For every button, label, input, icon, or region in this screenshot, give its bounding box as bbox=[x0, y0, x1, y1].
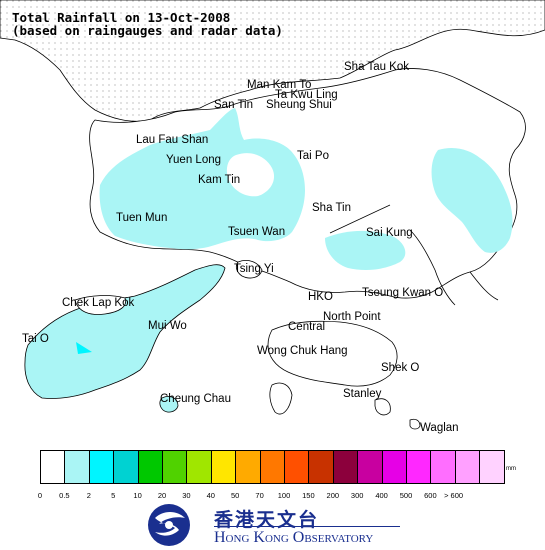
label-wong-chuk-hang: Wong Chuk Hang bbox=[257, 345, 348, 357]
legend-swatch bbox=[406, 450, 432, 484]
label-yuen-long: Yuen Long bbox=[166, 154, 222, 166]
legend-swatch bbox=[308, 450, 334, 484]
legend-tick-label: 40 bbox=[206, 491, 215, 500]
label-mui-wo: Mui Wo bbox=[148, 320, 187, 332]
legend-swatch bbox=[186, 450, 212, 484]
hko-logo-icon bbox=[148, 504, 190, 546]
legend-tick-label: 30 bbox=[182, 491, 191, 500]
label-ta-kwu-ling: Ta Kwu Ling bbox=[275, 89, 338, 101]
label-kam-tin: Kam Tin bbox=[198, 174, 241, 186]
rain-free-kam-tin bbox=[226, 153, 275, 197]
logo-chinese-name: 香港天文台 bbox=[214, 509, 320, 531]
label-shek-o: Shek O bbox=[381, 362, 420, 374]
legend-tick-label: 400 bbox=[375, 491, 388, 500]
legend-swatch bbox=[210, 450, 237, 484]
logo-english-name: Hong Kong Observatory bbox=[214, 529, 374, 546]
label-tseung-kwan-o: Tseung Kwan O bbox=[362, 287, 444, 299]
label-central: Central bbox=[288, 321, 326, 333]
label-tai-o: Tai O bbox=[22, 333, 49, 345]
legend-swatch bbox=[137, 450, 163, 484]
legend-swatch bbox=[235, 450, 261, 484]
legend-swatch bbox=[454, 450, 481, 484]
rainfall-area-northwest bbox=[99, 108, 305, 250]
label-stanley: Stanley bbox=[343, 388, 382, 400]
label-tsuen-wan: Tsuen Wan bbox=[228, 226, 286, 238]
logo-divider bbox=[214, 526, 400, 527]
cheung-chau-island bbox=[159, 396, 179, 413]
label-hko: HKO bbox=[308, 291, 333, 303]
label-san-tin: San Tin bbox=[214, 99, 253, 111]
legend-tick-label: > 600 bbox=[444, 491, 464, 500]
legend-swatch bbox=[162, 450, 188, 484]
hong-kong-island bbox=[267, 320, 398, 387]
label-chek-lap-kok: Chek Lap Kok bbox=[62, 297, 135, 309]
legend-unit: mm bbox=[506, 466, 516, 472]
legend-tick-label: 50 bbox=[231, 491, 240, 500]
heavy-rain-patch bbox=[76, 342, 92, 354]
label-sai-kung: Sai Kung bbox=[366, 227, 413, 239]
legend-swatch bbox=[64, 450, 90, 484]
legend-tick-label: 100 bbox=[277, 491, 291, 500]
legend-tick-label: 150 bbox=[302, 491, 315, 500]
po-toi-island bbox=[374, 398, 391, 416]
legend-swatch bbox=[40, 450, 66, 484]
sai-kung-coast bbox=[409, 229, 499, 306]
lantau-island bbox=[24, 264, 226, 399]
legend-tick-label: 5 bbox=[111, 491, 116, 500]
label-man-kam-to: Man Kam To bbox=[247, 79, 312, 91]
legend-tick-label: 200 bbox=[326, 491, 340, 500]
tsing-yi-island bbox=[235, 260, 263, 279]
label-tsing-yi: Tsing Yi bbox=[234, 263, 274, 275]
legend-swatch bbox=[430, 450, 456, 484]
lamma-island bbox=[269, 382, 293, 415]
label-cheung-chau: Cheung Chau bbox=[160, 393, 231, 405]
label-waglan: Waglan bbox=[420, 422, 459, 434]
tolo-line bbox=[329, 204, 391, 234]
map-subtitle: (based on raingauges and radar data) bbox=[12, 23, 283, 38]
legend-tick-label: 0 bbox=[37, 491, 43, 500]
chek-lap-kok-island bbox=[74, 295, 127, 315]
rainfall-area-shatin bbox=[325, 230, 406, 270]
mainland-region bbox=[0, 0, 545, 122]
label-sha-tau-kok: Sha Tau Kok bbox=[344, 61, 410, 73]
label-lau-fau-shan: Lau Fau Shan bbox=[136, 134, 209, 146]
legend-swatch bbox=[479, 450, 505, 484]
legend-tick-label: 2 bbox=[86, 491, 91, 500]
legend-swatch bbox=[381, 450, 407, 484]
legend-tick-label: 600 bbox=[424, 491, 437, 500]
legend-tick-label: 10 bbox=[133, 491, 142, 500]
rainfall-area-east bbox=[431, 147, 513, 253]
legend-tick-label: 70 bbox=[255, 491, 264, 500]
label-sheung-shui: Sheung Shui bbox=[266, 99, 332, 111]
legend-tick-label: 20 bbox=[157, 491, 167, 500]
legend-tick-label: 500 bbox=[399, 491, 413, 500]
legend-tick-label: 300 bbox=[350, 491, 364, 500]
map-title: Total Rainfall on 13-Oct-2008 bbox=[12, 10, 231, 25]
waglan-island bbox=[409, 418, 421, 430]
legend-swatch bbox=[259, 450, 285, 484]
label-tuen-mun: Tuen Mun bbox=[116, 212, 168, 224]
legend-swatch bbox=[284, 450, 310, 484]
legend-swatch bbox=[332, 450, 359, 484]
label-sha-tin: Sha Tin bbox=[312, 202, 351, 214]
label-north-point: North Point bbox=[323, 311, 381, 323]
legend-swatch bbox=[113, 450, 139, 484]
legend-tick-label: 0.5 bbox=[59, 491, 70, 500]
label-tai-po: Tai Po bbox=[297, 150, 329, 162]
legend-swatch bbox=[357, 450, 383, 484]
legend-swatch bbox=[88, 450, 115, 484]
